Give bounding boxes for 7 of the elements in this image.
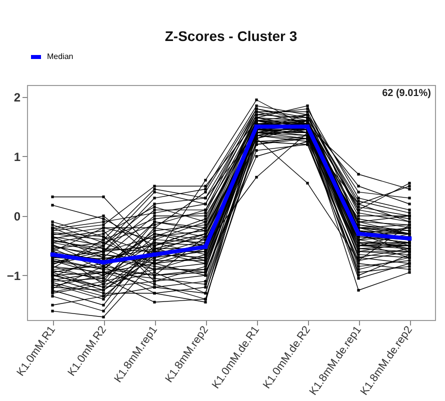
y-tick-label: 1 xyxy=(14,150,21,164)
chart-title: Z-Scores - Cluster 3 xyxy=(164,28,298,44)
legend-label: Median xyxy=(47,52,74,61)
y-tick-label: 0 xyxy=(14,209,21,224)
y-tick-label: −1 xyxy=(6,268,21,283)
annotation: 62 (9.01%) xyxy=(382,88,431,99)
y-tick-label: 2 xyxy=(14,90,21,104)
